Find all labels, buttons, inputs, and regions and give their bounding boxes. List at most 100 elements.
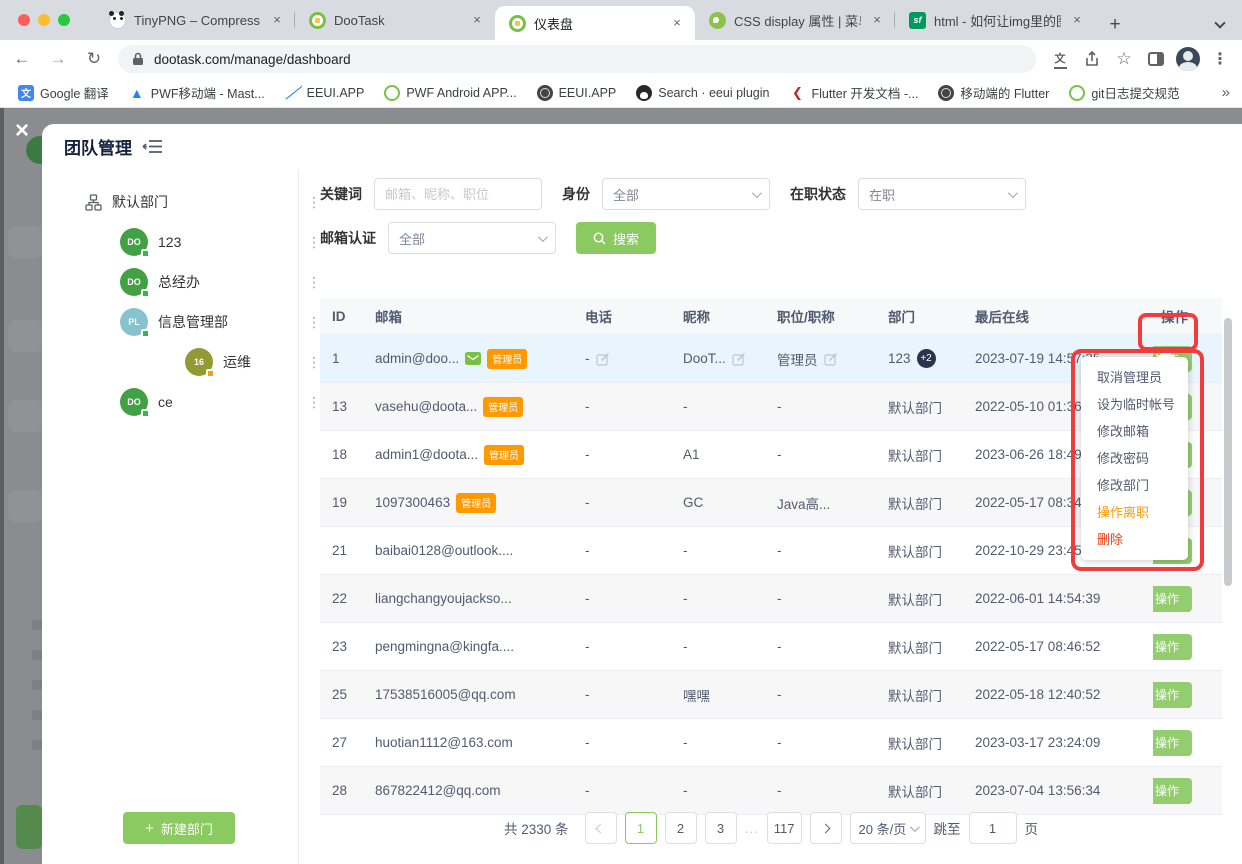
translate-icon[interactable]: 文 (1046, 45, 1074, 73)
bookmarks-bar: 文 Google 翻译 ▲ PWF移动端 - Mast... ／ EEUI.APP P… (0, 78, 1242, 108)
status-select[interactable]: 在职 (858, 178, 1026, 210)
menu-item-set-temp-account[interactable]: 设为临时帐号 (1097, 397, 1176, 412)
bookmark-eeui-app[interactable]: ／ EEUI.APP (285, 84, 365, 101)
window-close-button[interactable] (18, 14, 30, 26)
bookmark-eeui-plugin[interactable]: Search · eeui plugin (628, 82, 777, 104)
bookmark-mobile-flutter[interactable]: 移动端的 Flutter (930, 80, 1057, 105)
bookmark-google-translate[interactable]: 文 Google 翻译 (10, 80, 117, 105)
tab-label: 仪表盘 (534, 16, 574, 32)
tab-css-display[interactable]: CSS display 属性 | 菜鸟教 (695, 0, 895, 40)
tab-dootask[interactable]: DooTask (295, 0, 495, 40)
page-size-select[interactable]: 20 条/页 (849, 812, 926, 844)
tab-list-chevron-icon[interactable] (1214, 14, 1228, 29)
window-minimize-button[interactable] (38, 14, 50, 26)
collapse-menu-icon[interactable] (142, 138, 164, 155)
search-button[interactable]: 搜索 (576, 222, 656, 254)
tab-dashboard-active[interactable]: 仪表盘 (495, 6, 695, 40)
flutter-icon: ❮ (792, 84, 803, 100)
table-row: 25 17538516005@qq.com - 嘿嘿 - 默认部门 2022-0… (320, 671, 1222, 719)
forward-button[interactable] (44, 45, 72, 73)
verified-email-icon (465, 352, 482, 365)
table-row: 23 pengmingna@kingfa.... - - - 默认部门 2022… (320, 623, 1222, 671)
jump-label: 跳至 (933, 822, 961, 837)
row-action-button[interactable]: 操作 (1153, 777, 1192, 804)
modal-close-icon[interactable] (10, 120, 34, 144)
sidebar-item-123[interactable]: DO 123 (85, 222, 321, 262)
sidebar-item-ce[interactable]: DO ce (85, 382, 321, 422)
members-table: ID 邮箱 电话 昵称 职位/职称 部门 最后在线 操作 1 admin@doo… (320, 298, 1222, 815)
edit-icon[interactable] (595, 352, 610, 366)
row-action-button[interactable]: 操作 (1153, 585, 1192, 612)
share-icon[interactable] (1078, 45, 1106, 73)
address-bar[interactable]: dootask.com/manage/dashboard (118, 45, 1036, 73)
profile-avatar[interactable] (1174, 45, 1202, 73)
department-more-icon[interactable] (307, 234, 321, 251)
tab-close-icon[interactable] (869, 12, 885, 28)
new-department-button[interactable]: 新建部门 (123, 812, 235, 844)
browser-menu-icon[interactable] (1206, 45, 1234, 73)
sidebar-item-yunwei[interactable]: 16 运维 (85, 342, 321, 382)
department-more-icon[interactable] (307, 394, 321, 411)
jump-page-input[interactable] (968, 812, 1017, 844)
email-verify-select[interactable]: 全部 (388, 222, 556, 254)
department-more-icon[interactable] (307, 274, 321, 291)
keyword-input[interactable] (374, 178, 542, 210)
page-button-1[interactable]: 1 (624, 812, 657, 844)
extra-departments-badge[interactable]: +2 (916, 349, 936, 368)
department-more-icon[interactable] (307, 194, 321, 211)
status-label: 在职状态 (790, 186, 846, 202)
reload-button[interactable] (80, 45, 108, 73)
side-panel-icon[interactable] (1142, 45, 1170, 73)
team-management-modal: 团队管理 默认部门 DO 123 DO 总经办 PL 信息管理部 (42, 124, 1242, 864)
table-scrollbar-thumb[interactable] (1224, 318, 1232, 586)
menu-item-change-password[interactable]: 修改密码 (1097, 451, 1150, 466)
back-button[interactable] (8, 45, 36, 73)
department-avatar: DO (120, 268, 150, 298)
page-button-2[interactable]: 2 (664, 812, 697, 844)
identity-select[interactable]: 全部 (602, 178, 770, 210)
department-more-icon[interactable] (307, 314, 321, 331)
tab-close-icon[interactable] (1069, 12, 1085, 28)
next-page-button[interactable] (809, 812, 842, 844)
edit-icon[interactable] (732, 352, 746, 366)
page-title: 团队管理 (64, 139, 132, 158)
menu-item-change-department[interactable]: 修改部门 (1097, 478, 1150, 493)
department-avatar: PL (120, 308, 150, 338)
bookmark-pwf-mobile[interactable]: ▲ PWF移动端 - Mast... (129, 84, 265, 102)
sidebar-item-default-department[interactable]: 默认部门 (85, 182, 321, 222)
sidebar-item-info-management[interactable]: PL 信息管理部 (85, 302, 321, 342)
row-action-button[interactable]: 操作 (1153, 633, 1192, 660)
bookmark-git-commit-spec[interactable]: git日志提交规范 (1061, 80, 1187, 105)
page-button-3[interactable]: 3 (704, 812, 737, 844)
edit-icon[interactable] (823, 352, 838, 366)
sidebar-item-general-office[interactable]: DO 总经办 (85, 262, 321, 302)
row-action-button[interactable]: 操作 (1153, 729, 1192, 756)
page-button-117[interactable]: 117 (766, 812, 802, 844)
menu-item-delete[interactable]: 删除 (1097, 532, 1124, 547)
bookmark-pwf-android[interactable]: PWF Android APP... (376, 82, 524, 104)
tab-close-icon[interactable] (469, 12, 485, 28)
tab-html-img[interactable]: sf html - 如何让img里的图片 (895, 0, 1095, 40)
tab-close-icon[interactable] (269, 12, 285, 28)
tab-label: CSS display 属性 | 菜鸟教 (734, 13, 861, 29)
tinypng-panda-favicon (109, 10, 126, 29)
menu-item-resign[interactable]: 操作离职 (1097, 505, 1150, 520)
menu-item-change-email[interactable]: 修改邮箱 (1097, 424, 1150, 439)
prev-page-button[interactable] (584, 812, 617, 844)
row-action-button[interactable]: 操作 (1153, 681, 1192, 708)
triangle-icon: ▲ (129, 84, 144, 101)
pagination: 共 2330 条 1 2 3 ... 117 20 条/页 跳至 页 (320, 812, 1222, 844)
menu-item-cancel-admin[interactable]: 取消管理员 (1097, 370, 1163, 385)
bookmark-flutter-docs[interactable]: ❮ Flutter 开发文档 -... (781, 80, 926, 105)
window-maximize-button[interactable] (58, 14, 70, 26)
bookmark-star-icon[interactable] (1110, 45, 1138, 73)
browser-toolbar: dootask.com/manage/dashboard 文 (0, 40, 1242, 78)
tab-tinypng[interactable]: TinyPNG – Compress We (95, 0, 295, 40)
tab-close-icon[interactable] (669, 15, 685, 31)
url-text: dootask.com/manage/dashboard (154, 51, 351, 67)
bookmark-eeui-app-2[interactable]: EEUI.APP (529, 82, 625, 104)
bookmarks-overflow-icon[interactable] (1222, 84, 1230, 101)
department-more-icon[interactable] (307, 354, 321, 371)
new-tab-button[interactable] (1101, 12, 1129, 40)
